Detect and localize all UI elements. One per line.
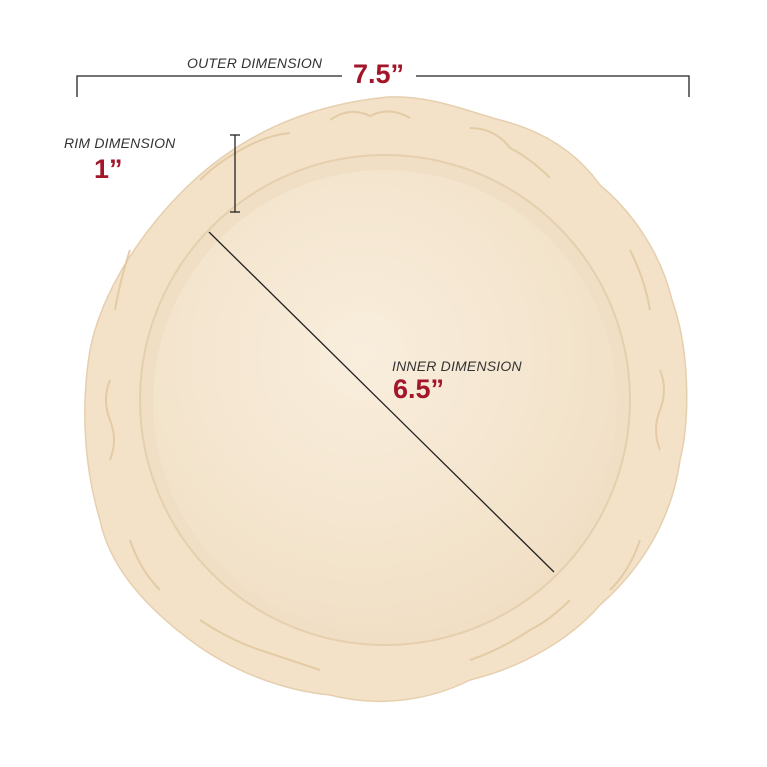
- plate-well: [153, 170, 617, 634]
- rim-ornaments: [105, 110, 665, 671]
- inner-dimension-label: INNER DIMENSION: [392, 358, 522, 374]
- outer-dimension-line: [76, 75, 690, 97]
- rim-dimension-label: RIM DIMENSION: [64, 135, 176, 151]
- outer-dimension-value: 7.5”: [353, 59, 405, 89]
- plate: [84, 96, 688, 703]
- outer-dimension-label: OUTER DIMENSION: [187, 55, 323, 71]
- rim-dimension-value: 1”: [94, 154, 123, 184]
- inner-dimension-line: [208, 231, 555, 573]
- inner-dimension-value: 6.5”: [393, 374, 445, 404]
